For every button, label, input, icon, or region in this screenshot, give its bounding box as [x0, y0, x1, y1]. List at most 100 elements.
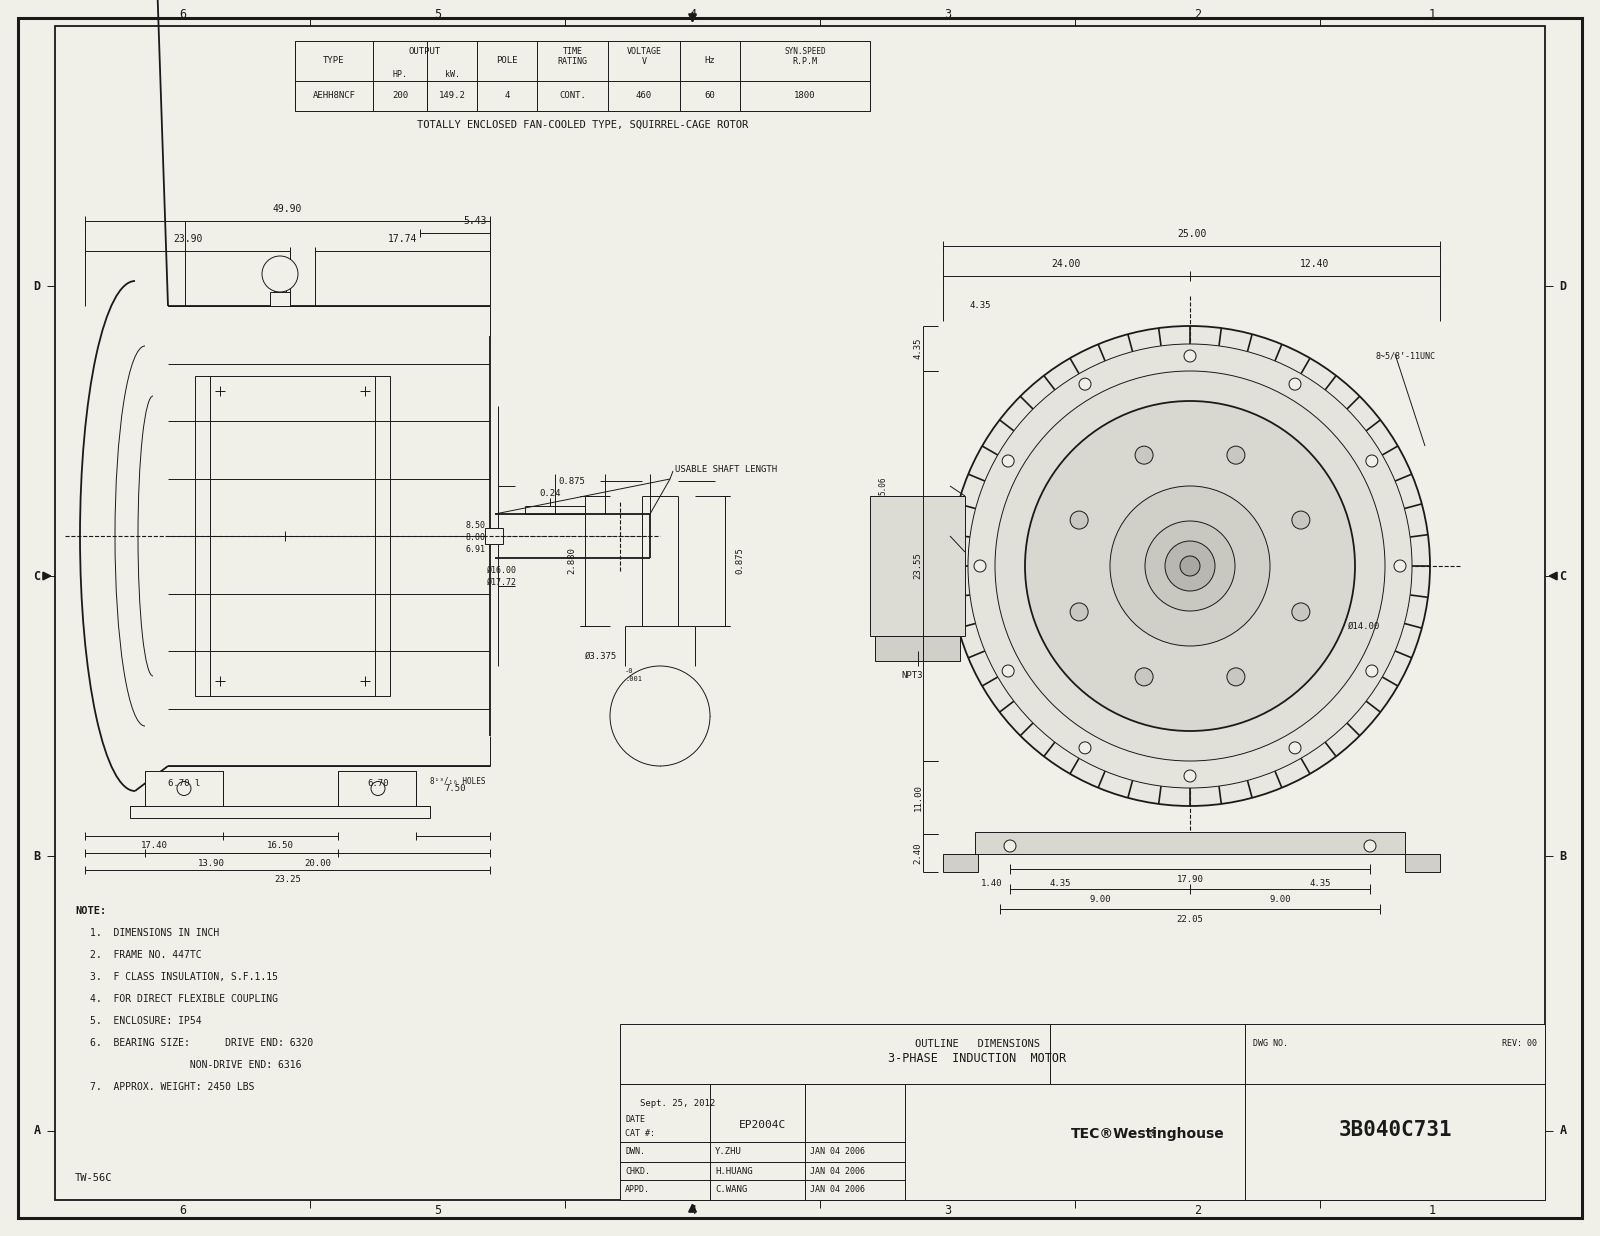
Text: D: D [34, 279, 40, 293]
Bar [1405, 854, 1440, 873]
Text: 5.06: 5.06 [878, 477, 888, 496]
Text: 5: 5 [434, 1204, 442, 1216]
Text: 17.74: 17.74 [387, 234, 418, 243]
Circle shape [1078, 742, 1091, 754]
Text: HP.: HP. [392, 70, 408, 79]
Text: USABLE SHAFT LENGTH: USABLE SHAFT LENGTH [675, 465, 778, 473]
Circle shape [1227, 446, 1245, 465]
Circle shape [1134, 446, 1154, 465]
Text: 13.90: 13.90 [198, 859, 226, 868]
Circle shape [1146, 522, 1235, 611]
Circle shape [1290, 378, 1301, 391]
Text: 17.40: 17.40 [141, 842, 168, 850]
Text: 4.  FOR DIRECT FLEXIBLE COUPLING: 4. FOR DIRECT FLEXIBLE COUPLING [90, 994, 278, 1004]
Text: Y.ZHU: Y.ZHU [715, 1147, 742, 1157]
Text: 4.35: 4.35 [914, 337, 923, 360]
Text: Ø16.00: Ø16.00 [486, 566, 517, 575]
Circle shape [1394, 560, 1406, 572]
Bar [875, 637, 960, 661]
Text: 3: 3 [944, 1204, 950, 1216]
Bar [338, 771, 416, 806]
Circle shape [1290, 742, 1301, 754]
Text: 6.70 l: 6.70 l [168, 779, 200, 789]
Text: TIME: TIME [563, 47, 582, 56]
Text: 22.05: 22.05 [1176, 915, 1203, 923]
Circle shape [974, 560, 986, 572]
Text: REV: 00: REV: 00 [1502, 1039, 1538, 1048]
Text: A: A [1560, 1125, 1566, 1137]
Text: 6: 6 [179, 7, 186, 21]
Text: NOTE:: NOTE: [75, 906, 106, 916]
Text: 3: 3 [944, 7, 950, 21]
Text: 2.  FRAME NO. 447TC: 2. FRAME NO. 447TC [90, 950, 202, 960]
Text: 200: 200 [392, 91, 408, 100]
Text: B: B [1560, 849, 1566, 863]
Text: Ø17.72: Ø17.72 [486, 577, 517, 587]
Text: 16.50: 16.50 [267, 842, 294, 850]
Text: 5.  ENCLOSURE: IP54: 5. ENCLOSURE: IP54 [90, 1016, 202, 1026]
Text: 9.00: 9.00 [1090, 895, 1110, 904]
Circle shape [1078, 378, 1091, 391]
Text: 2: 2 [1194, 7, 1202, 21]
Text: 460: 460 [635, 91, 653, 100]
Text: kW.: kW. [445, 70, 459, 79]
Text: 11.00: 11.00 [914, 784, 923, 811]
Text: 7.50: 7.50 [445, 784, 466, 794]
Text: APPD.: APPD. [626, 1185, 650, 1194]
Text: 23.55: 23.55 [914, 552, 923, 580]
Circle shape [950, 326, 1430, 806]
Text: C: C [34, 570, 40, 582]
Text: 7.  APPROX. WEIGHT: 2450 LBS: 7. APPROX. WEIGHT: 2450 LBS [90, 1082, 254, 1091]
Circle shape [1134, 667, 1154, 686]
Text: Sept. 25, 2012: Sept. 25, 2012 [640, 1100, 715, 1109]
Text: Hz: Hz [704, 57, 715, 66]
Circle shape [1184, 770, 1197, 782]
Text: 2: 2 [1194, 1204, 1202, 1216]
Bar [195, 376, 390, 696]
Text: 49.90: 49.90 [274, 204, 302, 214]
Text: TOTALLY ENCLOSED FAN-COOLED TYPE, SQUIRREL-CAGE ROTOR: TOTALLY ENCLOSED FAN-COOLED TYPE, SQUIRR… [418, 120, 749, 130]
Bar [974, 832, 1405, 854]
Text: 4: 4 [504, 91, 510, 100]
Text: H.HUANG: H.HUANG [715, 1167, 752, 1175]
Text: CONT.: CONT. [558, 91, 586, 100]
Circle shape [1181, 556, 1200, 576]
Circle shape [371, 781, 386, 796]
Text: B: B [34, 849, 40, 863]
Text: 5: 5 [434, 7, 442, 21]
Circle shape [610, 666, 710, 766]
Text: EP2004C: EP2004C [739, 1120, 786, 1130]
Text: TYPE: TYPE [323, 57, 344, 66]
Text: TW-56C: TW-56C [75, 1173, 112, 1183]
Text: CHKD.: CHKD. [626, 1167, 650, 1175]
Circle shape [1110, 486, 1270, 646]
Text: OUTPUT: OUTPUT [410, 47, 442, 56]
Circle shape [1002, 455, 1014, 467]
Bar [485, 528, 502, 544]
Text: C.WANG: C.WANG [715, 1185, 747, 1194]
Text: POLE: POLE [496, 57, 518, 66]
Text: 3B040C731: 3B040C731 [1338, 1120, 1451, 1140]
Text: 3-PHASE  INDUCTION  MOTOR: 3-PHASE INDUCTION MOTOR [888, 1053, 1067, 1065]
Text: 1: 1 [1429, 1204, 1437, 1216]
Circle shape [995, 371, 1386, 761]
Circle shape [1026, 400, 1355, 730]
Text: JAN 04 2006: JAN 04 2006 [810, 1147, 866, 1157]
Circle shape [1165, 541, 1214, 591]
Text: 8~5/8’-11UNC: 8~5/8’-11UNC [1374, 351, 1435, 361]
Text: V: V [642, 58, 646, 67]
Circle shape [1366, 665, 1378, 677]
Text: 12.40: 12.40 [1301, 260, 1330, 269]
Text: 6.91: 6.91 [466, 545, 485, 555]
Text: A: A [34, 1125, 40, 1137]
Circle shape [1291, 510, 1310, 529]
Text: JAN 04 2006: JAN 04 2006 [810, 1167, 866, 1175]
Text: 0.875: 0.875 [558, 477, 586, 486]
Text: DWG NO.: DWG NO. [1253, 1039, 1288, 1048]
Circle shape [1291, 603, 1310, 620]
Bar [621, 1023, 1546, 1200]
Circle shape [1363, 840, 1376, 852]
Text: JAN 04 2006: JAN 04 2006 [810, 1185, 866, 1194]
Text: CAT #:: CAT #: [626, 1130, 654, 1138]
Bar [870, 496, 965, 637]
